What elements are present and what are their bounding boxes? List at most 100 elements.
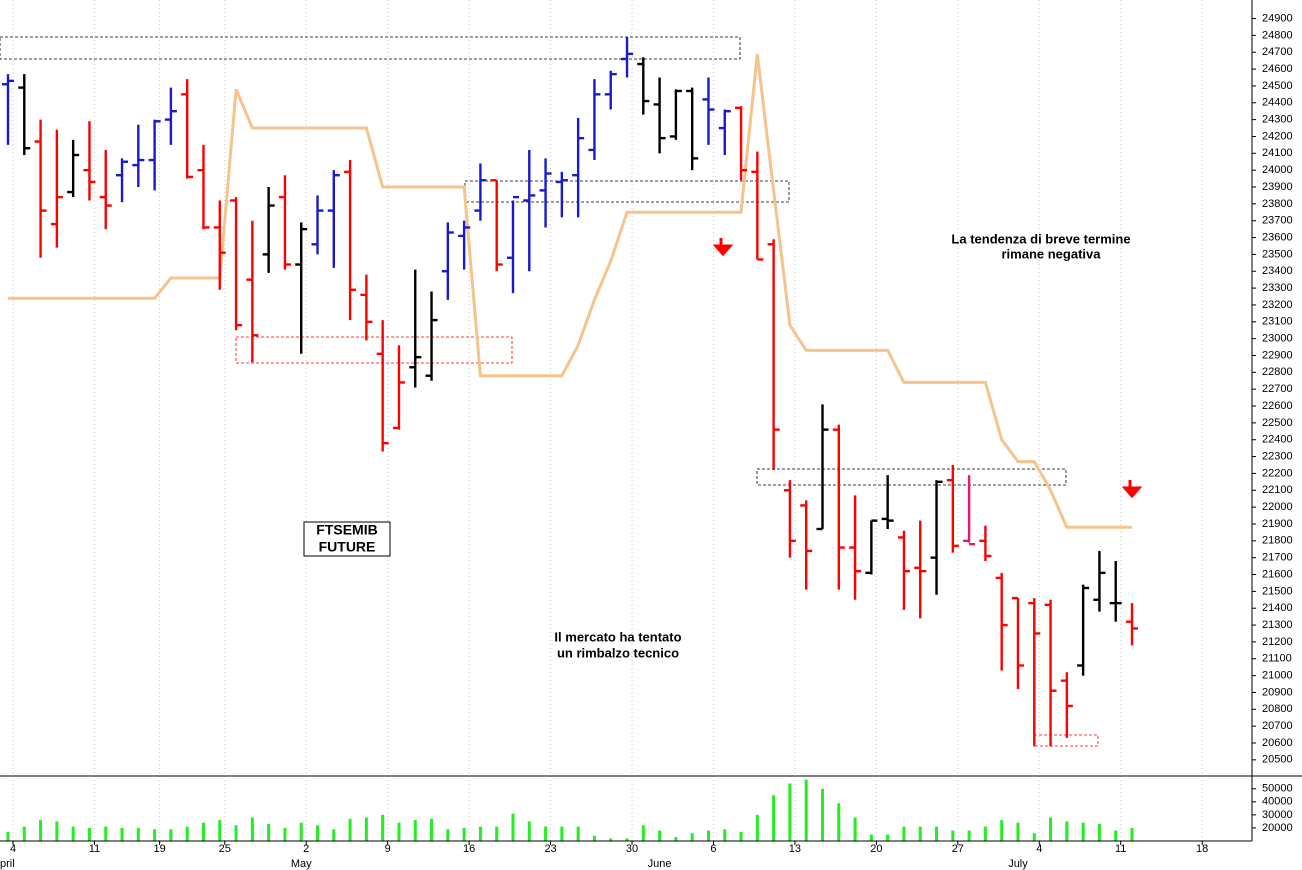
grid (12, 0, 1203, 841)
volume-bar (1049, 817, 1053, 841)
x-tick-label: 23 (544, 843, 556, 855)
volume-bar (348, 818, 352, 841)
indicator-line (8, 53, 1132, 529)
volume-bar (935, 826, 939, 841)
y-tick-label: 24000 (1262, 164, 1293, 176)
y-tick-label: 22400 (1262, 434, 1293, 446)
volume-tick-label: 20000 (1262, 822, 1293, 834)
y-tick-label: 24600 (1262, 63, 1293, 75)
volume-bar (397, 822, 401, 841)
volume-bar (511, 813, 515, 841)
volume-bar (1000, 820, 1004, 841)
y-tick-label: 22800 (1262, 366, 1293, 378)
volume-bar (462, 827, 466, 841)
month-label: June (648, 858, 672, 870)
volume-bar (739, 831, 743, 841)
y-tick-label: 24800 (1262, 29, 1293, 41)
y-tick-label: 24200 (1262, 130, 1293, 142)
volume-bar (527, 821, 531, 841)
y-tick-label: 24400 (1262, 97, 1293, 109)
volume-bar (267, 824, 271, 841)
volume-bar (821, 788, 824, 841)
y-tick-label: 21500 (1262, 585, 1293, 597)
x-tick-label: 19 (153, 843, 165, 855)
volume-bar (576, 826, 580, 841)
x-tick-label: 30 (626, 843, 638, 855)
y-tick-label: 22600 (1262, 400, 1293, 412)
y-tick-label: 23300 (1262, 282, 1293, 294)
y-tick-label: 24900 (1262, 12, 1293, 24)
volume-bar (1114, 830, 1118, 841)
volume-bar (169, 829, 173, 841)
y-tick-label: 21300 (1262, 619, 1293, 631)
y-tick-label: 21000 (1262, 670, 1293, 682)
annotation: La tendenza di breve termine (951, 231, 1130, 246)
y-tick-label: 21800 (1262, 535, 1293, 547)
x-tick-label: 11 (89, 843, 100, 855)
volume-bar (592, 835, 596, 841)
y-tick-label: 21600 (1262, 568, 1293, 580)
volume-bar (886, 834, 890, 841)
y-tick-label: 22000 (1262, 501, 1293, 513)
y-tick-label: 22100 (1262, 484, 1293, 496)
y-tick-label: 24100 (1262, 147, 1293, 159)
x-tick-label: 2 (303, 843, 309, 855)
y-tick-label: 23200 (1262, 299, 1293, 311)
volume-bar (755, 814, 759, 841)
volume-tick-label: 40000 (1262, 796, 1293, 808)
volume-bar (446, 829, 450, 841)
volume-bar (837, 803, 841, 841)
volume-bar (316, 825, 320, 841)
resistance-zone (756, 468, 1067, 486)
y-tick-label: 21900 (1262, 518, 1293, 530)
y-tick-label: 24300 (1262, 114, 1293, 126)
volume-bar (723, 829, 727, 841)
volume-bar (690, 833, 694, 841)
volume-bar (609, 838, 613, 841)
down-arrow (712, 238, 734, 257)
volume-bar (104, 826, 108, 841)
y-tick-label: 20700 (1262, 720, 1293, 732)
volume-bar (641, 825, 645, 841)
y-tick-label: 23800 (1262, 198, 1293, 210)
volume-bar (918, 826, 922, 841)
volume-bar (218, 820, 222, 841)
x-tick-label: 11 (1115, 843, 1126, 855)
down-arrow (1121, 480, 1143, 499)
y-tick-label: 20800 (1262, 703, 1293, 715)
volume-tick-label: 30000 (1262, 809, 1293, 821)
volume-bar (967, 830, 971, 841)
y-tick-label: 22200 (1262, 467, 1293, 479)
volume-bar (120, 827, 124, 841)
volume-bar (772, 795, 776, 841)
volume-bar (201, 822, 205, 841)
volume-bar (1081, 822, 1085, 841)
volume-bar (1032, 833, 1036, 841)
annotation: Il mercato ha tentato (554, 629, 681, 644)
volume-bar (332, 829, 336, 841)
volume-bar (625, 838, 629, 841)
annotation: FTSEMIB (316, 522, 377, 538)
volume-bar (495, 826, 499, 841)
resistance-zone (464, 180, 790, 203)
month-label: May (291, 858, 312, 870)
volume-bar (1065, 821, 1069, 841)
y-tick-label: 23000 (1262, 333, 1293, 345)
y-tick-label: 23700 (1262, 215, 1293, 227)
volume-bar (951, 830, 955, 841)
volume-bar (283, 827, 287, 841)
x-tick-label: 18 (1196, 843, 1208, 855)
volume-bar (6, 831, 10, 841)
y-tick-label: 24500 (1262, 80, 1293, 92)
volume-bar (674, 837, 678, 841)
x-tick-label: 25 (219, 843, 231, 855)
resistance-zone (0, 36, 741, 60)
volume-bar (1097, 824, 1101, 841)
x-tick-label: 27 (952, 843, 964, 855)
y-tick-label: 20500 (1262, 754, 1293, 766)
y-tick-label: 23600 (1262, 231, 1293, 243)
volume-bar (853, 817, 857, 841)
volume-bar (430, 818, 434, 841)
volume-bar (869, 834, 873, 841)
volume-bar (299, 822, 303, 841)
